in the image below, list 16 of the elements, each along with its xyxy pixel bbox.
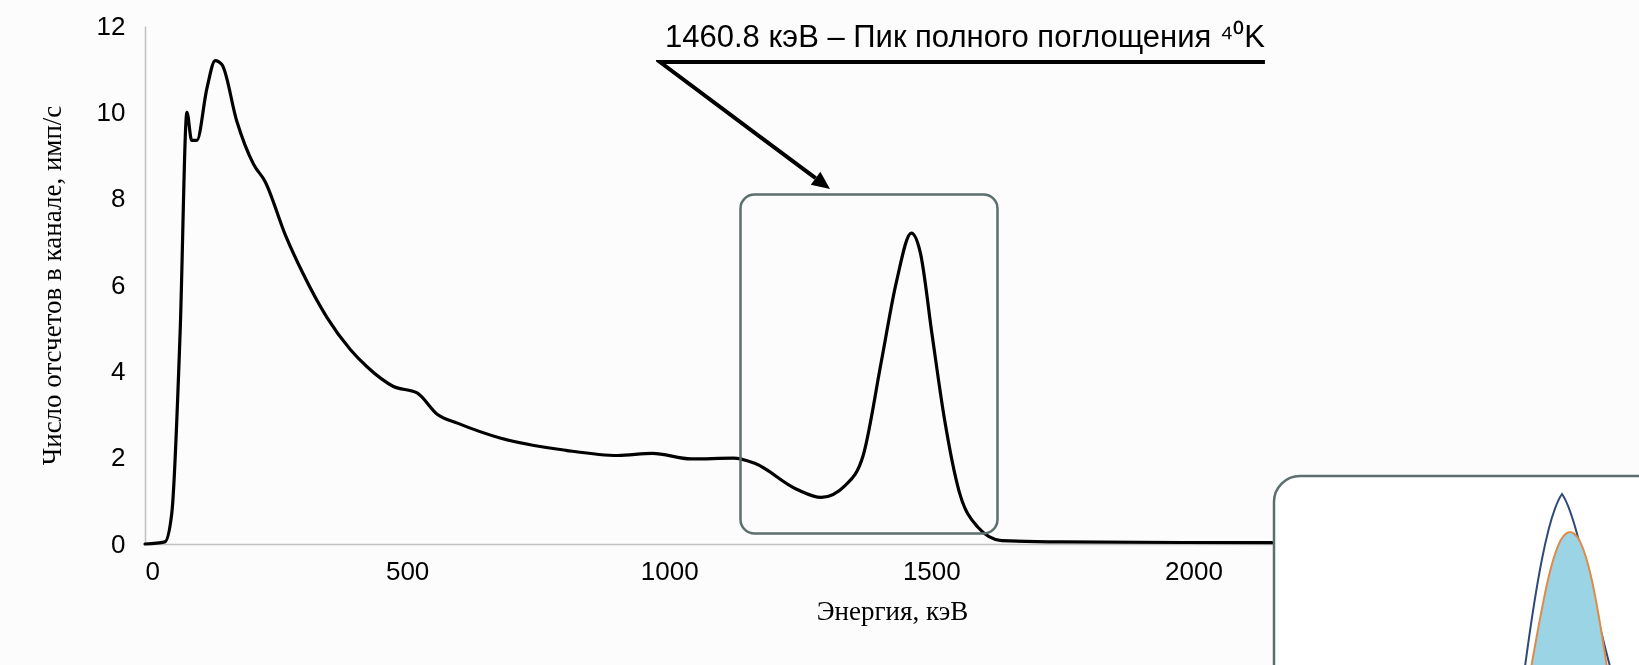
y-tick-label: 12 xyxy=(96,10,126,41)
x-tick-label: 0 xyxy=(145,555,160,586)
y-tick-label: 0 xyxy=(111,528,126,559)
x-tick-label: 2000 xyxy=(1165,555,1223,586)
line-series xyxy=(143,58,1274,546)
y-tick-label: 4 xyxy=(111,355,126,386)
y-axis-title: Число отсчетов в канале, имп/с xyxy=(36,105,67,466)
y-tick-label: 6 xyxy=(111,269,126,300)
x-tick-label: 1500 xyxy=(902,555,961,586)
y-tick-label: 8 xyxy=(111,183,126,214)
x-axis-title: Энергия, кэВ xyxy=(816,595,969,626)
x-tick-label: 500 xyxy=(385,555,430,586)
annotation: 1460.8 кэВ – Пик полного поглощения ⁴⁰K xyxy=(665,18,1265,56)
x-tick-label: 1000 xyxy=(640,555,699,586)
y-tick-label: 10 xyxy=(96,96,126,127)
y-tick-label: 2 xyxy=(111,442,126,473)
